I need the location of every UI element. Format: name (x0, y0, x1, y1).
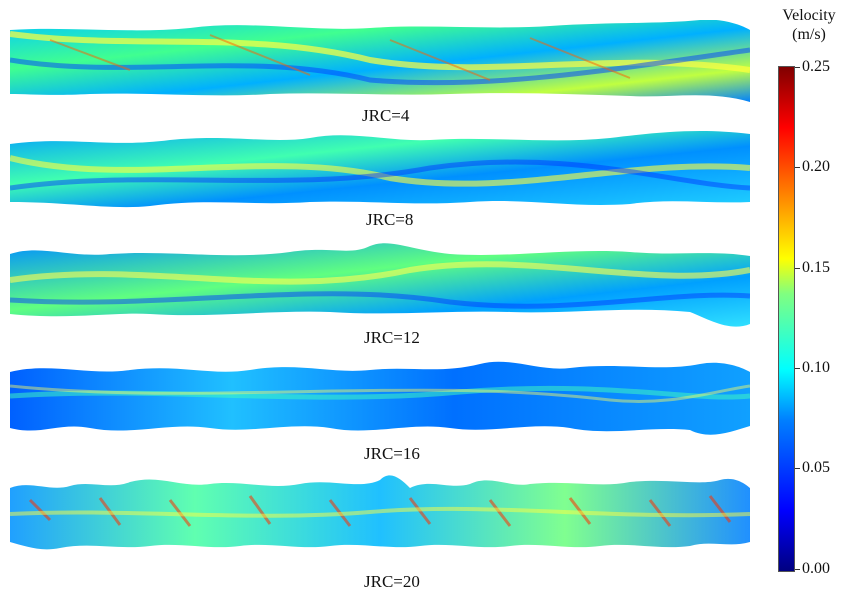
panel-label-jrc16: JRC=16 (364, 444, 420, 463)
panel-label-jrc8: JRC=8 (366, 210, 414, 229)
colorbar-tick-mark (795, 67, 800, 68)
velocity-colorbar (778, 66, 795, 572)
panel-label-jrc20: JRC=20 (364, 572, 420, 591)
colorbar-title-line1: Velocity (782, 7, 836, 24)
colorbar-tick-mark (795, 167, 800, 168)
fracture-panel-jrc20 (10, 470, 750, 556)
panel-label-jrc12: JRC=12 (364, 328, 420, 347)
colorbar-tick-010: 0.10 (802, 359, 830, 376)
colorbar-tick-000: 0.00 (802, 560, 830, 577)
colorbar-tick-mark (795, 268, 800, 269)
velocity-field-jrc8 (10, 131, 750, 208)
colorbar-tick-mark (795, 368, 800, 369)
velocity-field-jrc16 (10, 361, 750, 435)
colorbar-tick-025: 0.25 (802, 58, 830, 75)
velocity-field-jrc4 (10, 20, 750, 102)
colorbar-tick-mark (795, 468, 800, 469)
colorbar-title: Velocity (m/s) (772, 6, 846, 44)
colorbar-tick-015: 0.15 (802, 259, 830, 276)
velocity-field-jrc12 (10, 243, 750, 327)
fracture-panel-jrc4 (10, 20, 750, 104)
fracture-panel-jrc16 (10, 356, 750, 442)
fracture-panel-jrc12 (10, 240, 750, 330)
velocity-field-jrc20 (10, 475, 750, 550)
fracture-panel-jrc8 (10, 128, 750, 210)
colorbar-tick-mark (795, 569, 800, 570)
colorbar-tick-005: 0.05 (802, 459, 830, 476)
colorbar-tick-020: 0.20 (802, 158, 830, 175)
panel-label-jrc4: JRC=4 (362, 106, 410, 125)
colorbar-title-line2: (m/s) (792, 26, 826, 43)
